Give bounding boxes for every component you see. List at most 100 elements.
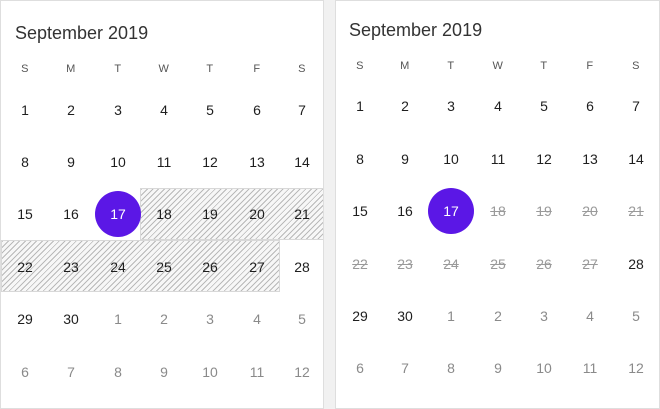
date-cell[interactable]: 6 [253, 102, 261, 118]
date-cell[interactable]: 12 [536, 151, 552, 167]
month-title[interactable]: September 2019 [15, 23, 149, 43]
adjacent-month-date-cell: 5 [632, 308, 640, 324]
adjacent-month-date-cell: 7 [401, 360, 409, 376]
weekday-header: W [158, 63, 170, 75]
date-cell[interactable]: 28 [294, 259, 310, 275]
blackout-date-cell: 25 [156, 259, 172, 275]
date-cell[interactable]: 16 [397, 203, 413, 219]
date-cell[interactable]: 14 [628, 151, 644, 167]
today-date-cell[interactable]: 17 [95, 191, 141, 237]
adjacent-month-date-cell: 7 [67, 364, 75, 380]
date-cell[interactable]: 28 [628, 256, 644, 272]
weekday-header: F [253, 63, 261, 75]
date-cell[interactable]: 16 [63, 206, 79, 222]
weekday-header: T [114, 63, 122, 75]
weekday-header: M [400, 60, 410, 72]
date-cell[interactable]: 11 [490, 151, 506, 167]
adjacent-month-date-cell: 6 [21, 364, 29, 380]
blackout-date-cell: 22 [17, 259, 33, 275]
date-cell[interactable]: 2 [67, 102, 75, 118]
date-cell[interactable]: 15 [17, 206, 33, 222]
adjacent-month-date-cell: 4 [586, 308, 594, 324]
date-cell[interactable]: 15 [352, 203, 368, 219]
blackout-date-cell: 24 [443, 256, 459, 272]
blackout-date-cell: 26 [536, 256, 552, 272]
blackout-date-cell: 24 [110, 259, 126, 275]
adjacent-month-date-cell: 6 [356, 360, 364, 376]
blackout-date-cell: 26 [202, 259, 218, 275]
weekday-header: S [356, 60, 364, 72]
date-cell[interactable]: 29 [352, 308, 368, 324]
weekday-header: F [586, 60, 594, 72]
weekday-header: M [66, 63, 76, 75]
adjacent-month-date-cell: 1 [447, 308, 455, 324]
adjacent-month-date-cell: 8 [447, 360, 455, 376]
date-cell[interactable]: 5 [540, 98, 548, 114]
date-cell[interactable]: 29 [17, 311, 33, 327]
weekday-header: S [632, 60, 640, 72]
date-cell[interactable]: 4 [494, 98, 502, 114]
blackout-date-cell: 27 [249, 259, 265, 275]
date-cell[interactable]: 8 [356, 151, 364, 167]
month-title[interactable]: September 2019 [349, 20, 483, 40]
adjacent-month-date-cell: 5 [298, 311, 306, 327]
adjacent-month-date-cell: 10 [202, 364, 218, 380]
weekday-header: T [540, 60, 548, 72]
left-calendar: September 2019 S M T W T F S 1 2 3 4 5 6 7 8 9 10 11 12 13 1… [0, 0, 324, 409]
date-cell[interactable]: 10 [110, 154, 126, 170]
date-cell[interactable]: 14 [294, 154, 310, 170]
adjacent-month-date-cell: 12 [294, 364, 310, 380]
blackout-date-cell: 18 [490, 203, 506, 219]
blackout-date-cell: 20 [249, 206, 265, 222]
date-cell[interactable]: 2 [401, 98, 409, 114]
date-cell[interactable]: 1 [21, 102, 29, 118]
blackout-date-cell: 23 [397, 256, 413, 272]
date-cell[interactable]: 10 [443, 151, 459, 167]
right-calendar: September 2019 S M T W T F S 1 2 3 4 5 6 7 8 9 10 11 12 13 1… [335, 0, 660, 409]
date-cell[interactable]: 13 [582, 151, 598, 167]
date-cell[interactable]: 3 [114, 102, 122, 118]
date-cell[interactable]: 3 [447, 98, 455, 114]
date-cell[interactable]: 11 [156, 154, 172, 170]
adjacent-month-date-cell: 1 [114, 311, 122, 327]
blackout-hatch-row-4 [1, 240, 280, 292]
adjacent-month-date-cell: 3 [540, 308, 548, 324]
date-cell[interactable]: 7 [298, 102, 306, 118]
date-cell[interactable]: 12 [202, 154, 218, 170]
adjacent-month-date-cell: 4 [253, 311, 261, 327]
adjacent-month-date-cell: 11 [582, 360, 598, 376]
weekday-header: T [447, 60, 455, 72]
date-cell[interactable]: 7 [632, 98, 640, 114]
date-cell[interactable]: 1 [356, 98, 364, 114]
adjacent-month-date-cell: 11 [249, 364, 265, 380]
adjacent-month-date-cell: 2 [160, 311, 168, 327]
adjacent-month-date-cell: 8 [114, 364, 122, 380]
date-cell[interactable]: 30 [63, 311, 79, 327]
blackout-date-cell: 19 [202, 206, 218, 222]
weekday-header: T [206, 63, 214, 75]
weekday-header: W [492, 60, 504, 72]
date-cell[interactable]: 9 [67, 154, 75, 170]
adjacent-month-date-cell: 10 [536, 360, 552, 376]
adjacent-month-date-cell: 12 [628, 360, 644, 376]
blackout-hatch-row-3 [140, 188, 323, 240]
date-cell[interactable]: 30 [397, 308, 413, 324]
weekday-header: S [21, 63, 29, 75]
blackout-date-cell: 21 [628, 203, 644, 219]
blackout-date-cell: 22 [352, 256, 368, 272]
blackout-date-cell: 27 [582, 256, 598, 272]
blackout-date-cell: 21 [294, 206, 310, 222]
adjacent-month-date-cell: 3 [206, 311, 214, 327]
blackout-date-cell: 20 [582, 203, 598, 219]
date-cell[interactable]: 9 [401, 151, 409, 167]
weekday-header: S [298, 63, 306, 75]
blackout-date-cell: 19 [536, 203, 552, 219]
adjacent-month-date-cell: 9 [160, 364, 168, 380]
adjacent-month-date-cell: 9 [494, 360, 502, 376]
date-cell[interactable]: 4 [160, 102, 168, 118]
date-cell[interactable]: 8 [21, 154, 29, 170]
date-cell[interactable]: 13 [249, 154, 265, 170]
today-date-cell[interactable]: 17 [428, 188, 474, 234]
date-cell[interactable]: 5 [206, 102, 214, 118]
date-cell[interactable]: 6 [586, 98, 594, 114]
